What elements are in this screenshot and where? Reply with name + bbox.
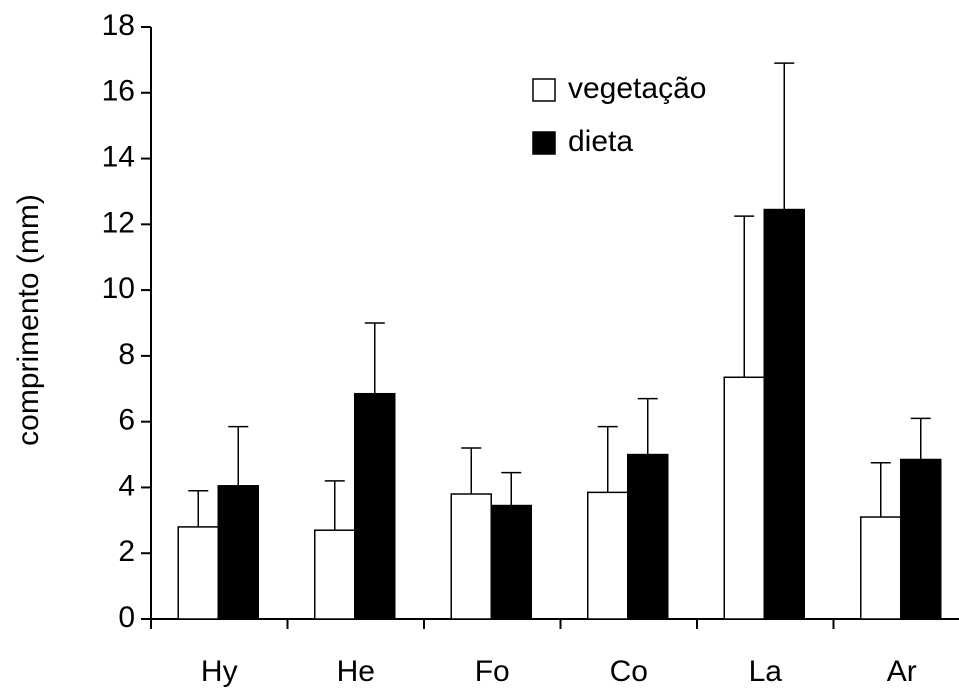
x-tick-label: Ar <box>887 655 917 688</box>
y-tick-label: 8 <box>118 338 135 371</box>
bar <box>450 493 492 620</box>
bar <box>723 376 765 620</box>
y-axis-label: comprimento (mm) <box>12 194 45 446</box>
bar <box>217 485 259 620</box>
legend-swatch <box>532 78 556 102</box>
y-tick-label: 10 <box>102 272 135 305</box>
bar <box>587 491 629 620</box>
y-tick-label: 14 <box>102 140 135 173</box>
bar <box>900 458 942 620</box>
bar <box>354 392 396 620</box>
y-tick-label: 4 <box>118 469 135 502</box>
bar <box>177 526 219 620</box>
legend-label: dieta <box>568 125 633 158</box>
bar <box>490 504 532 620</box>
legend-label: vegetação <box>568 72 706 105</box>
y-tick-label: 18 <box>102 9 135 42</box>
bar <box>763 208 805 620</box>
y-tick-label: 16 <box>102 75 135 108</box>
x-tick-label: He <box>337 655 375 688</box>
x-tick-label: Co <box>610 655 648 688</box>
x-tick-label: La <box>749 655 783 688</box>
x-tick-label: Fo <box>475 655 510 688</box>
legend-swatch <box>532 131 556 155</box>
y-tick-label: 2 <box>118 535 135 568</box>
y-tick-label: 12 <box>102 206 135 239</box>
y-tick-label: 6 <box>118 404 135 437</box>
bar <box>627 453 669 620</box>
bar <box>314 529 356 620</box>
bar <box>860 516 902 620</box>
y-tick-label: 0 <box>118 601 135 634</box>
x-tick-label: Hy <box>201 655 238 688</box>
